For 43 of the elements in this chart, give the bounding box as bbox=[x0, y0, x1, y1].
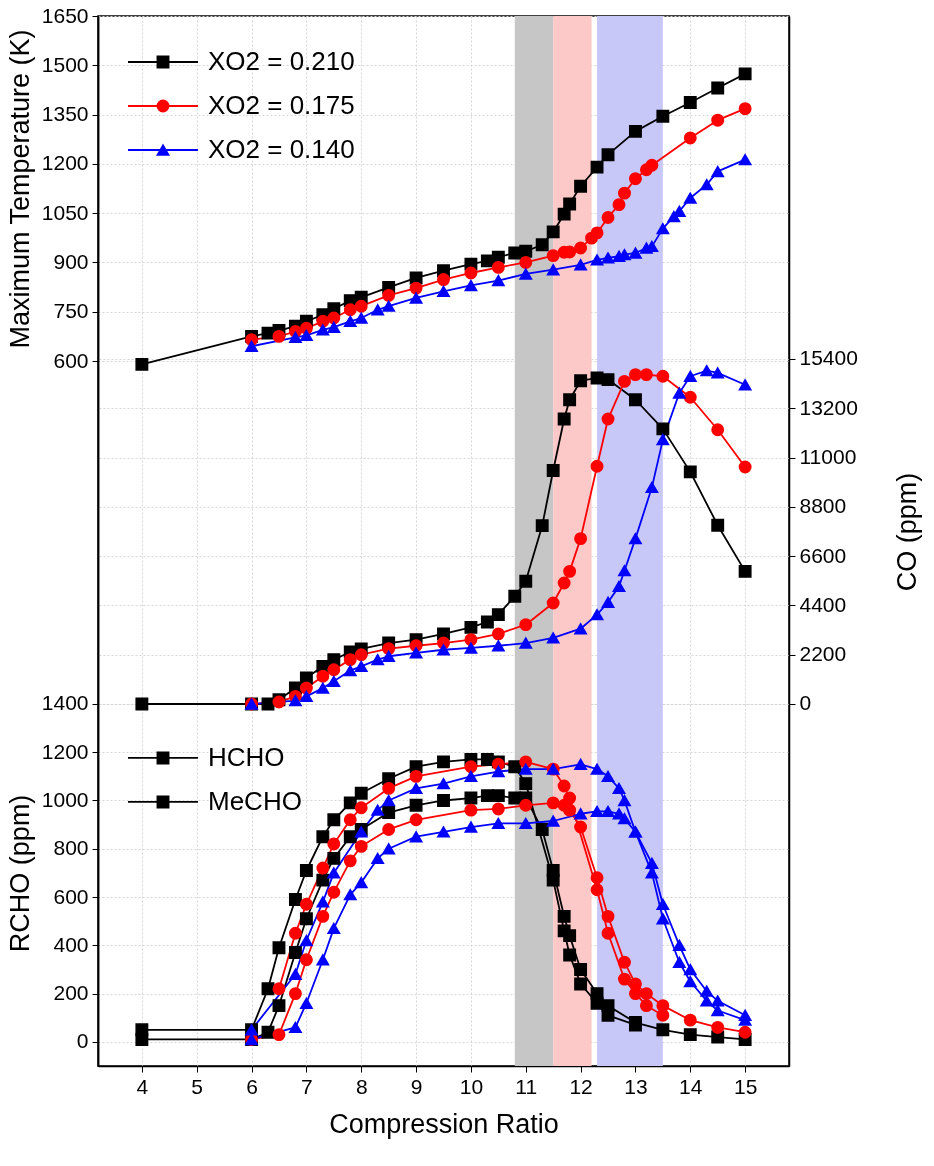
x-tick-label: 9 bbox=[410, 1074, 423, 1098]
y-tick-label: 750 bbox=[53, 299, 89, 323]
legend-label: HCHO bbox=[208, 741, 285, 772]
x-tick-label: 14 bbox=[679, 1074, 703, 1098]
y3-tick-label: 1400 bbox=[41, 691, 89, 715]
y-tick-label: 1350 bbox=[41, 102, 89, 126]
y-tick-label: 1050 bbox=[41, 200, 89, 224]
x-tick-label: 8 bbox=[355, 1074, 368, 1098]
y2-tick-label: 2200 bbox=[799, 642, 847, 666]
y3-tick-label: 0 bbox=[76, 1029, 89, 1053]
y2-tick-label: 13200 bbox=[799, 395, 858, 419]
y-tick-label: 1500 bbox=[41, 52, 89, 76]
x-tick-label: 12 bbox=[569, 1074, 593, 1098]
y2-tick-label: 8800 bbox=[799, 494, 847, 518]
y-tick-label: 600 bbox=[53, 348, 89, 372]
x-tick-label: 13 bbox=[624, 1074, 648, 1098]
y-tick-label: 1650 bbox=[41, 3, 89, 27]
y2-tick-label: 15400 bbox=[799, 346, 858, 370]
legend-label: XO2 = 0.175 bbox=[208, 90, 355, 120]
y3-tick-label: 200 bbox=[53, 981, 89, 1005]
x-tick-label: 5 bbox=[191, 1074, 204, 1098]
x-tick-label: 4 bbox=[136, 1074, 149, 1098]
y3-tick-label: 800 bbox=[53, 836, 89, 860]
y-axis-title: Maximum Temperature (K) bbox=[4, 29, 35, 349]
x-tick-label: 15 bbox=[733, 1074, 758, 1098]
legend-label: MeCHO bbox=[208, 785, 302, 816]
x-tick-label: 10 bbox=[459, 1074, 484, 1098]
legend-label: XO2 = 0.210 bbox=[208, 46, 355, 76]
y-tick-label: 1200 bbox=[41, 151, 89, 175]
y3-axis-title: RCHO (ppm) bbox=[4, 794, 35, 953]
x-axis-title: Compression Ratio bbox=[329, 1108, 559, 1139]
y2-tick-label: 11000 bbox=[799, 445, 857, 469]
legend-label: XO2 = 0.140 bbox=[208, 134, 355, 164]
y3-tick-label: 400 bbox=[53, 932, 89, 956]
x-tick-label: 6 bbox=[246, 1074, 258, 1098]
y-tick-label: 900 bbox=[53, 249, 89, 273]
y2-tick-label: 0 bbox=[799, 691, 812, 715]
y2-axis-title: CO (ppm) bbox=[891, 472, 922, 592]
x-tick-label: 7 bbox=[301, 1074, 313, 1098]
y2-tick-label: 6600 bbox=[799, 543, 847, 567]
x-tick-label: 11 bbox=[515, 1074, 538, 1098]
y2-tick-label: 4400 bbox=[799, 592, 847, 616]
y3-tick-label: 1000 bbox=[41, 787, 89, 811]
